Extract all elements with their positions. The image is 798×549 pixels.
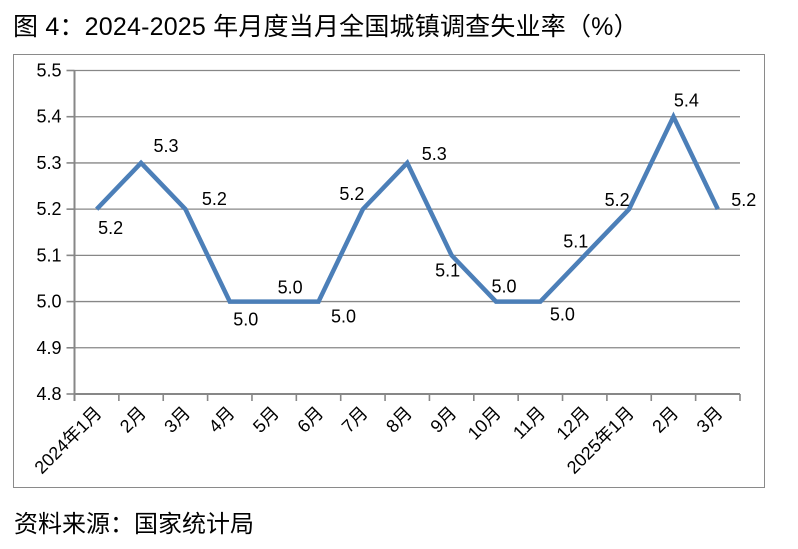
x-category-label: 6月: [293, 403, 327, 437]
y-tick-label: 5.2: [36, 199, 61, 219]
data-label: 5.2: [202, 189, 227, 209]
data-label: 5.2: [339, 184, 364, 204]
y-tick-label: 5.5: [36, 61, 61, 81]
chart-frame: [13, 54, 765, 488]
x-category-label: 8月: [382, 403, 416, 437]
data-label: 5.2: [605, 190, 630, 210]
source-note: 资料来源：国家统计局: [14, 511, 254, 538]
data-label: 5.1: [563, 231, 588, 251]
x-category-label: 3月: [693, 403, 727, 437]
x-category-label: 2月: [648, 403, 682, 437]
data-label: 5.0: [491, 277, 516, 297]
data-label: 5.2: [98, 218, 123, 238]
y-tick-label: 4.8: [36, 384, 61, 404]
x-category-label: 11月: [509, 403, 549, 443]
y-tick-label: 5.4: [36, 107, 61, 127]
data-label: 5.1: [435, 260, 460, 280]
data-label: 5.0: [278, 278, 303, 298]
y-tick-label: 5.1: [36, 245, 61, 265]
y-tick-label: 4.9: [36, 338, 61, 358]
x-category-label: 12月: [553, 403, 594, 444]
series-line: [95, 111, 720, 304]
x-category-label: 10月: [464, 403, 505, 444]
data-label: 5.0: [331, 307, 356, 327]
x-category-label: 4月: [205, 403, 239, 437]
x-category-label: 2024年1月: [31, 403, 106, 478]
data-label: 5.4: [674, 91, 699, 111]
data-label: 5.3: [422, 144, 447, 164]
figure-title: 图 4：2024-2025 年月度当月全国城镇调查失业率（%）: [13, 13, 639, 41]
x-category-label: 9月: [426, 403, 460, 437]
x-category-label: 3月: [160, 403, 194, 437]
x-category-label: 2月: [116, 403, 150, 437]
y-tick-label: 5.3: [36, 153, 61, 173]
x-category-label: 7月: [338, 403, 372, 437]
data-label: 5.3: [154, 136, 179, 156]
data-label: 5.0: [233, 310, 258, 330]
data-label: 5.0: [550, 305, 575, 325]
data-label: 5.2: [731, 190, 756, 210]
y-tick-label: 5.0: [36, 292, 61, 312]
x-category-label: 5月: [249, 403, 283, 437]
